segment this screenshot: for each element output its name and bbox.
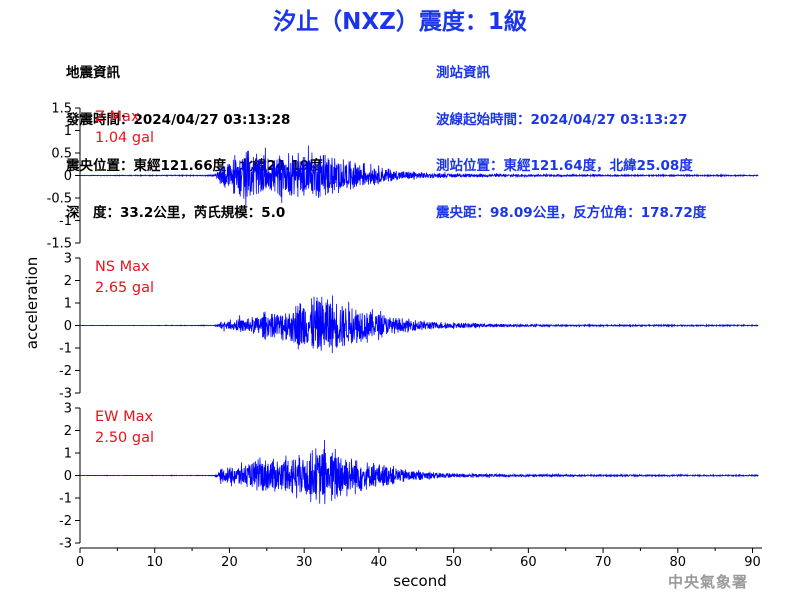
y-tick-label: 1 [64,297,72,312]
y-tick-label: 0 [64,319,72,334]
y-tick-label: -1 [59,342,72,357]
y-axis-label: acceleration [23,257,41,349]
quake-time: 發震時間：2024/04/27 03:13:28 [66,111,291,128]
y-tick-label: -2 [59,364,72,379]
panel-z: -1.5 -1 -0.5 0 0.5 1 1.5 Z Max 1.04 gal [47,102,759,252]
x-tick-label: 90 [744,555,761,570]
y-tick-label: -2 [59,514,72,529]
footer-agency: 中央氣象署 [667,573,748,591]
y-tick-label: 1 [64,124,72,139]
page-title: 汐止（NXZ）震度：1級 [273,9,527,35]
wave-start-time: 波線起始時間：2024/04/27 03:13:27 [436,111,688,128]
y-tick-label: -3 [59,537,72,552]
x-tick-label: 50 [445,555,462,570]
y-tick-label: 3 [64,402,72,417]
station-location: 測站位置：東經121.64度，北緯25.08度 [436,158,693,174]
y-tick-label: -1 [59,214,72,229]
x-tick-label: 40 [371,555,388,570]
x-tick-label: 30 [296,555,313,570]
y-tick-label: 0.5 [51,147,72,162]
max-label: EW Max [95,409,154,425]
x-tick-label: 20 [221,555,238,570]
y-tick-label: 1.5 [51,102,72,117]
y-tick-label: 2 [64,424,72,439]
station-info-heading: 測站資訊 [436,65,490,81]
x-tick-label: 0 [76,555,84,570]
y-tick-label: -1.5 [47,237,72,252]
max-label: Z Max [95,109,140,125]
panel-ew: -3 -2 -1 0 1 2 3 EW Max 2.50 gal [59,402,759,552]
y-tick-label: 2 [64,274,72,289]
quake-info-heading: 地震資訊 [66,65,120,81]
x-tick-label: 10 [146,555,163,570]
y-tick-label: 3 [64,252,72,267]
x-tick-label: 80 [670,555,687,570]
waveform-ew [79,439,759,505]
x-tick-label: 60 [520,555,537,570]
max-value: 2.50 gal [95,430,154,446]
epicentral-distance: 震央距：98.09公里，反方位角：178.72度 [436,204,707,221]
y-tick-label: -3 [59,387,72,402]
y-tick-label: 0 [64,169,72,184]
y-tick-label: 0 [64,469,72,484]
y-tick-label: -1 [59,492,72,507]
panel-ns: -3 -2 -1 0 1 2 3 NS Max 2.65 gal [59,252,759,402]
x-axis-label: second [393,572,447,590]
waveform-ns [79,295,759,353]
y-tick-label: 1 [64,447,72,462]
max-value: 1.04 gal [95,130,154,146]
depth-magnitude: 深 度：33.2公里，芮氏規模：5.0 [66,204,286,221]
y-tick-label: -0.5 [47,192,72,207]
waveform-z [79,145,759,206]
station-info: 測站資訊 波線起始時間：2024/04/27 03:13:27 測站位置：東經1… [436,35,706,237]
max-value: 2.65 gal [95,280,154,296]
x-tick-label: 70 [595,555,612,570]
max-label: NS Max [95,259,150,275]
